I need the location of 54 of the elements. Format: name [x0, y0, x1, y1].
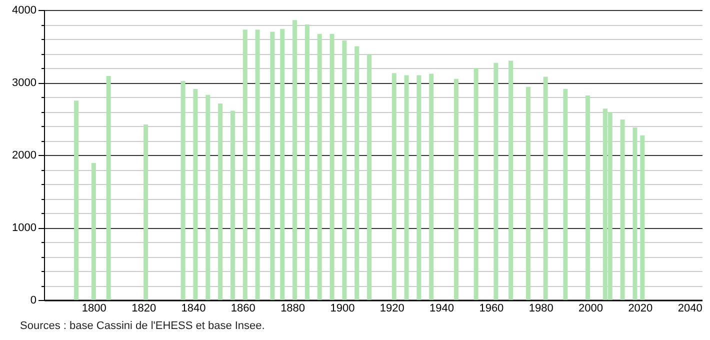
x-tick-label: 1840 — [181, 302, 206, 314]
x-tick-label: 1800 — [82, 302, 106, 314]
y-tick-label: 4000 — [12, 4, 36, 16]
bar — [404, 75, 409, 300]
bar — [255, 30, 260, 300]
bar — [367, 54, 372, 300]
bar — [91, 162, 96, 300]
bar — [230, 110, 235, 300]
x-tick-label: 2020 — [628, 302, 653, 314]
bar — [144, 124, 148, 300]
bar — [632, 127, 638, 300]
bar — [508, 60, 514, 300]
bar — [330, 34, 334, 300]
bar — [354, 46, 360, 300]
bar — [292, 20, 298, 300]
bar — [242, 30, 248, 300]
bar — [280, 28, 285, 300]
bar — [106, 76, 111, 300]
bar — [206, 94, 210, 300]
bar — [454, 78, 458, 300]
bar — [304, 24, 310, 300]
bar — [193, 89, 198, 300]
x-tick-label: 1900 — [330, 302, 355, 314]
bar — [494, 62, 498, 300]
bar — [586, 96, 590, 300]
x-tick-label: 2000 — [578, 302, 604, 314]
x-tick-label: 1820 — [132, 302, 156, 314]
y-tick-label: 3000 — [12, 77, 36, 89]
bar — [526, 86, 530, 300]
bar — [342, 40, 347, 300]
x-tick-label: 1860 — [230, 302, 256, 314]
bar — [392, 73, 396, 300]
source-note: Sources : base Cassini de l'EHESS et base Insee. — [20, 320, 265, 332]
bar — [317, 34, 322, 300]
y-tick-label: 0 — [30, 294, 36, 306]
bar — [270, 32, 275, 300]
y-tick-label: 2000 — [12, 150, 36, 162]
bar — [474, 68, 478, 300]
x-tick-label: 1960 — [479, 302, 504, 314]
x-tick-label: 1920 — [380, 302, 404, 314]
bar — [640, 135, 645, 300]
bar — [620, 119, 625, 300]
bar — [218, 104, 223, 300]
y-tick-label: 1000 — [12, 222, 36, 234]
bar — [416, 75, 422, 300]
x-tick-label: 1980 — [528, 302, 554, 314]
bar — [543, 76, 548, 300]
bar — [180, 81, 186, 300]
bar — [563, 89, 568, 300]
bar — [74, 100, 79, 300]
x-tick-label: 1880 — [280, 302, 306, 314]
x-tick-label: 1940 — [430, 302, 454, 314]
bar — [429, 74, 434, 300]
x-tick-label: 2040 — [678, 302, 702, 314]
